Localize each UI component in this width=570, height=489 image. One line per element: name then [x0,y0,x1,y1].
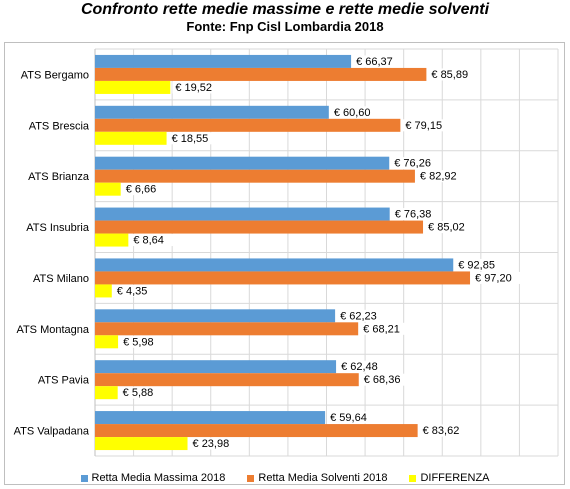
data-label-background [338,360,388,373]
data-label-background [391,157,441,170]
category-labels: ATS Bergamo ATS Brescia ATS Brianza ATS Ins… [14,69,90,437]
data-label: € 19,52 [175,82,212,94]
data-label: € 83,62 [423,425,460,437]
category-label: ATS Bergamo [21,69,89,81]
data-labels: € 66,37 € 85,89 € 19,52 € 60,60 € 79,15 € 18,… [113,55,522,450]
gridlines [94,48,559,457]
bar [95,105,329,119]
bar [95,411,326,425]
data-label: € 60,60 [334,107,371,119]
bar [95,207,390,221]
bar [95,233,129,247]
category-label: ATS Montagna [16,324,89,336]
bar [95,80,171,94]
bar [95,284,112,298]
data-label-background [416,170,467,183]
data-label-background [130,234,174,247]
data-label-background [391,208,442,221]
bars [95,54,471,451]
data-label-background [119,386,163,399]
data-label: € 6,66 [126,184,157,196]
data-label: € 62,23 [340,310,377,322]
legend-label: DIFFERENZA [420,472,490,484]
legend-swatch [409,474,417,482]
chart-title: Confronto rette medie massime e rette me… [80,1,490,18]
category-label: ATS Valpadana [14,426,90,438]
data-label-background [419,424,470,437]
chart-subtitle: Fonte: Fnp Cisl Lombardia 2018 [186,19,384,34]
data-label-background [402,119,452,132]
data-label: € 82,92 [420,171,457,183]
data-label: € 85,89 [431,69,468,81]
data-label: € 85,02 [428,222,465,234]
legend: Retta Media Massima 2018 Retta Media Sol… [0,471,570,485]
category-label: ATS Pavia [38,375,90,387]
category-label: ATS Milano [33,273,89,285]
data-label: € 62,48 [341,361,378,373]
legend-label: Retta Media Solventi 2018 [258,472,388,484]
data-label-background [327,411,377,424]
data-label: € 8,64 [133,235,164,247]
category-label: ATS Insubria [26,222,90,234]
data-label-background [172,81,222,94]
data-label-background [113,284,157,297]
bar [95,322,359,336]
bar [95,335,119,349]
bar [95,54,352,68]
legend-swatch [80,474,88,482]
data-label-background [472,271,522,284]
data-label: € 59,64 [330,412,367,424]
data-label: € 18,55 [172,133,209,145]
chart-frame [4,42,565,485]
data-label-background [337,309,387,322]
bar [95,220,424,234]
bar [95,156,390,170]
category-label: ATS Brianza [28,171,90,183]
data-label: € 76,26 [394,158,431,170]
data-label-background [189,437,239,450]
data-label-background [360,373,411,386]
bar [95,386,118,400]
data-label-background [428,68,478,81]
data-label: € 5,98 [123,336,154,348]
data-label-background [353,55,403,68]
data-label: € 5,88 [123,387,154,399]
legend-label: Retta Media Massima 2018 [91,472,226,484]
data-label: € 79,15 [405,120,442,132]
data-label: € 4,35 [117,285,148,297]
data-label: € 76,38 [395,209,432,221]
legend-item-series-2: Retta Media Solventi 2018 [247,471,387,485]
bar [95,67,427,81]
data-label-background [120,335,164,348]
bar [95,118,401,132]
bar [95,258,454,272]
data-label-background [122,183,166,196]
data-label: € 92,85 [458,259,495,271]
bar [95,360,337,374]
data-label: € 68,36 [364,374,401,386]
data-label-background [168,132,218,145]
data-label-background [455,258,505,271]
data-label-background [360,322,410,335]
legend-item-series-3: DIFFERENZA [409,471,490,485]
data-label-background [330,106,381,119]
bar [95,437,188,451]
data-label: € 68,21 [363,323,400,335]
legend-item-series-1: Retta Media Massima 2018 [80,471,226,485]
bar [95,271,471,285]
bar [95,131,167,145]
data-label-background [425,221,475,234]
bar [95,309,336,323]
bar [95,182,121,196]
category-label: ATS Brescia [29,120,90,132]
bar [95,169,415,183]
data-label: € 97,20 [475,272,512,284]
bar [95,373,359,387]
bar [95,424,418,438]
data-label: € 66,37 [356,56,393,68]
data-label: € 23,98 [193,438,230,450]
legend-swatch [247,474,255,482]
